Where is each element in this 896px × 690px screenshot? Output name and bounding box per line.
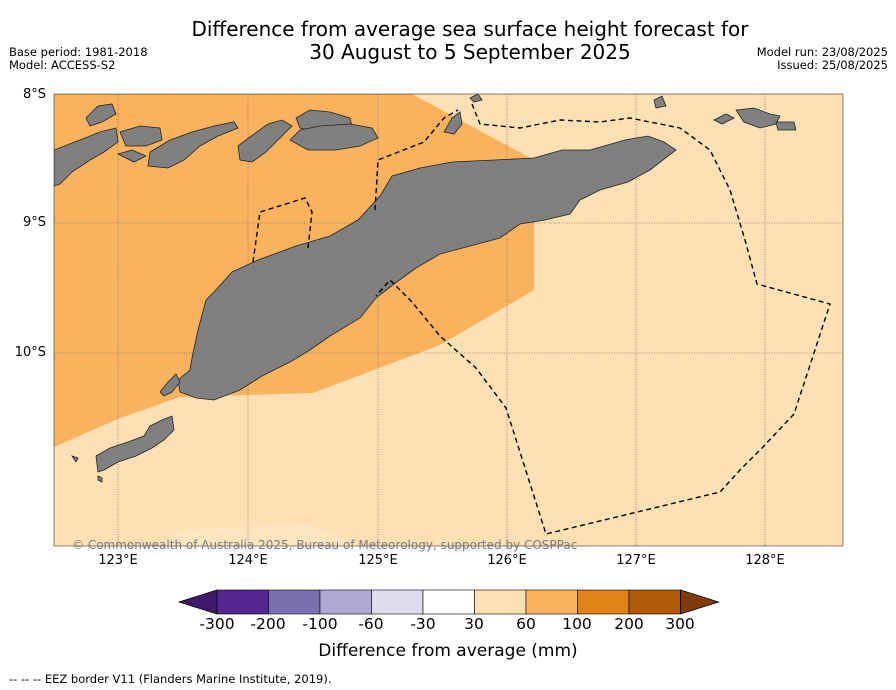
colorbar-tick: -200: [250, 615, 286, 633]
babar-island-2: [775, 121, 797, 131]
rote-island: [95, 415, 175, 473]
lon-label-128e: 128°E: [745, 553, 785, 568]
anomaly-region-bottom: [160, 524, 360, 546]
pantar-island: [237, 119, 293, 163]
meta-right: Model run: 23/08/2025 Issued: 25/08/2025: [757, 46, 888, 72]
babar-island-1: [735, 107, 781, 129]
babar-island-3: [713, 113, 735, 125]
flores-east-island: [54, 127, 119, 187]
colorbar-tick: 200: [614, 615, 644, 633]
colorbar-tick: 30: [464, 615, 484, 633]
colorbar-swatch: [474, 589, 527, 615]
colorbar-swatch: [371, 589, 424, 615]
meta-left: Base period: 1981-2018 Model: ACCESS-S2: [9, 46, 148, 72]
islet-1: [469, 94, 483, 103]
lon-label-123e: 123°E: [98, 553, 138, 568]
colorbar-tick: 300: [665, 615, 695, 633]
eez-border: [252, 103, 831, 535]
sawu-islet: [71, 455, 79, 463]
colorbar: [177, 589, 720, 615]
colorbar-swatch: [268, 589, 321, 615]
lat-label-10s: 10°S: [14, 345, 46, 360]
lat-label-9s: 9°S: [22, 215, 46, 230]
lon-label-126e: 126°E: [487, 553, 527, 568]
map-frame: [53, 93, 844, 547]
copyright-notice: © Commonwealth of Australia 2025, Bureau…: [72, 538, 578, 552]
colorbar-tick: -30: [410, 615, 436, 633]
issued-date: Issued: 25/08/2025: [777, 58, 888, 72]
lon-label-127e: 127°E: [616, 553, 656, 568]
colorbar-tick: 60: [516, 615, 536, 633]
colorbar-swatch: [628, 589, 681, 615]
colorbar-swatch: [422, 589, 475, 615]
alor-island-1: [85, 103, 117, 127]
atauro-island: [443, 111, 463, 135]
colorbar-extend-high: [680, 589, 720, 615]
title-line-2: 30 August to 5 September 2025: [309, 40, 631, 64]
colorbar-tick: -300: [199, 615, 235, 633]
colorbar-tick: 100: [562, 615, 592, 633]
colorbar-extend-low: [177, 589, 218, 615]
rote-tip: [159, 373, 181, 397]
eez-legend: -- -- -- EEZ border V11 (Flanders Marine…: [9, 672, 332, 686]
model-run: Model run: 23/08/2025: [756, 45, 888, 59]
colorbar-tick: -60: [358, 615, 384, 633]
colorbar-swatch: [525, 589, 578, 615]
lon-label-125e: 125°E: [358, 553, 398, 568]
lon-label-124e: 124°E: [228, 553, 268, 568]
base-period: Base period: 1981-2018: [9, 45, 148, 59]
model-name: Model: ACCESS-S2: [9, 58, 116, 72]
title-line-1: Difference from average sea surface heig…: [191, 17, 749, 41]
alor-island-3: [147, 121, 239, 169]
wetar-island: [289, 123, 379, 151]
map-title: Difference from average sea surface heig…: [0, 18, 896, 64]
islet-2: [653, 95, 667, 109]
lat-label-8s: 8°S: [22, 87, 46, 102]
alor-island-4: [116, 149, 147, 163]
colorbar-tick: -100: [302, 615, 338, 633]
colorbar-swatch: [216, 589, 269, 615]
timor-island: [177, 135, 677, 401]
land: [54, 94, 797, 483]
colorbar-swatch: [577, 589, 630, 615]
colorbar-label: Difference from average (mm): [318, 641, 578, 661]
rote-islet: [97, 475, 103, 483]
colorbar-swatch: [319, 589, 372, 615]
alor-island-2: [119, 125, 163, 147]
